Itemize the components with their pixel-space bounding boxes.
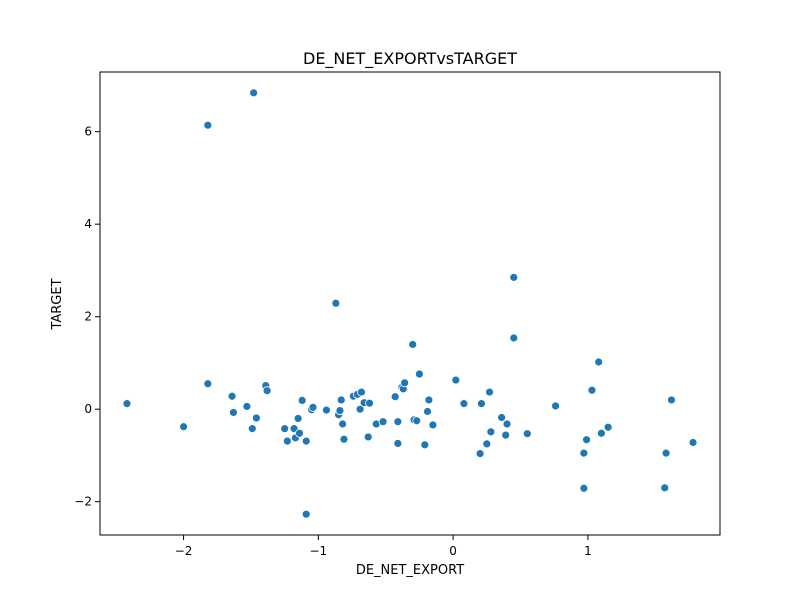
- data-point: [482, 439, 492, 449]
- data-point: [249, 88, 259, 98]
- data-point: [363, 432, 373, 442]
- y-tick-label: 2: [84, 310, 92, 324]
- data-point: [497, 413, 507, 422]
- data-point: [509, 333, 519, 343]
- y-tick-label: 4: [84, 217, 92, 231]
- data-point: [390, 392, 400, 402]
- data-point: [293, 414, 303, 423]
- data-point: [477, 399, 486, 409]
- data-point: [408, 340, 418, 349]
- x-axis-label: DE_NET_EXPORT: [356, 563, 464, 578]
- data-point: [331, 298, 341, 308]
- x-axis-ticks: −2 −1 0 1: [175, 535, 592, 558]
- data-points: [122, 88, 698, 519]
- data-point: [485, 387, 494, 397]
- data-point: [667, 395, 676, 405]
- data-point: [308, 402, 318, 412]
- data-point: [336, 395, 346, 405]
- data-point: [509, 272, 519, 282]
- data-point: [415, 369, 424, 379]
- data-point: [412, 416, 422, 426]
- chart-title: DE_NET_EXPORTvsTARGET: [303, 49, 517, 69]
- y-axis-label: TARGET: [50, 278, 65, 330]
- data-point: [501, 430, 511, 440]
- data-point: [335, 406, 345, 415]
- data-point: [424, 395, 434, 405]
- y-axis-ticks: −2 0 2 4 6: [74, 125, 100, 509]
- data-point: [301, 436, 311, 446]
- data-point: [339, 434, 349, 444]
- data-point: [423, 407, 432, 416]
- data-point: [688, 438, 698, 447]
- data-point: [251, 413, 261, 423]
- y-tick-label: −2: [74, 495, 92, 509]
- data-point: [301, 509, 311, 519]
- data-point: [122, 399, 132, 409]
- data-point: [365, 398, 374, 408]
- data-point: [603, 422, 613, 432]
- data-point: [522, 429, 532, 439]
- data-point: [242, 402, 252, 411]
- data-point: [322, 405, 331, 415]
- data-point: [227, 391, 237, 401]
- data-point: [229, 408, 238, 417]
- data-point: [660, 483, 670, 493]
- data-point: [475, 449, 485, 458]
- data-point: [582, 435, 591, 445]
- data-point: [393, 439, 403, 448]
- data-point: [551, 401, 560, 411]
- data-point: [661, 448, 671, 458]
- x-tick-label: −1: [309, 544, 327, 558]
- data-point: [179, 422, 188, 432]
- x-tick-label: 0: [449, 544, 457, 558]
- data-point: [486, 427, 496, 437]
- data-point: [262, 386, 272, 396]
- data-point: [247, 424, 257, 434]
- data-point: [355, 404, 365, 414]
- data-point: [420, 440, 430, 450]
- data-point: [594, 357, 604, 367]
- data-point: [338, 419, 348, 429]
- data-point: [596, 428, 606, 438]
- data-point: [579, 448, 589, 458]
- data-point: [428, 420, 438, 430]
- data-point: [400, 378, 410, 388]
- data-point: [203, 379, 213, 389]
- y-tick-label: 0: [84, 402, 92, 416]
- data-point: [579, 483, 589, 493]
- data-point: [357, 387, 366, 397]
- data-point: [297, 396, 307, 405]
- data-point: [393, 417, 403, 427]
- data-point: [378, 417, 388, 427]
- data-point: [295, 428, 304, 438]
- data-point: [459, 399, 469, 409]
- y-tick-label: 6: [84, 125, 92, 139]
- plot-area-frame: [99, 71, 721, 536]
- data-point: [282, 436, 292, 446]
- x-tick-label: 1: [584, 544, 592, 558]
- data-point: [280, 424, 290, 434]
- x-tick-label: −2: [175, 544, 193, 558]
- data-point: [502, 419, 512, 429]
- data-point: [451, 375, 461, 385]
- data-point: [203, 120, 213, 130]
- data-point: [587, 385, 597, 395]
